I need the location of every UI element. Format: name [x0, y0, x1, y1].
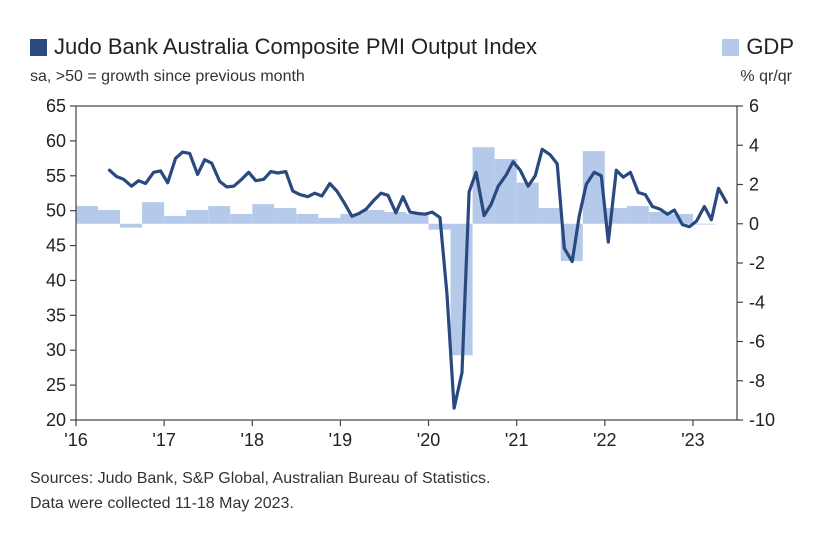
- gdp-bar: [274, 208, 297, 224]
- gdp-bar: [384, 211, 407, 224]
- plot-frame: [75, 105, 738, 421]
- legend-item-gdp: GDP: [722, 34, 794, 60]
- gdp-bar: [582, 151, 605, 224]
- right-axis-unit: % qr/qr: [740, 68, 792, 85]
- legend-swatch-pmi: [30, 38, 47, 56]
- gdp-bar: [318, 217, 341, 224]
- gdp-bar: [164, 215, 187, 224]
- right-tick-label: -4: [749, 292, 765, 312]
- right-tick-label: -6: [749, 332, 765, 352]
- x-tick-label: '23: [681, 430, 704, 450]
- x-tick-label: '22: [593, 430, 616, 450]
- gdp-bar: [142, 202, 165, 224]
- gdp-bar: [692, 223, 715, 225]
- left-tick-label: 25: [46, 375, 66, 395]
- right-tick-label: -10: [749, 410, 775, 430]
- chart-legend: Judo Bank Australia Composite PMI Output…: [30, 34, 794, 64]
- right-tick-label: 4: [749, 135, 759, 155]
- left-tick-label: 60: [46, 131, 66, 151]
- gdp-bar: [494, 158, 517, 224]
- chart-subtitle: sa, >50 = growth since previous month: [30, 68, 305, 85]
- collection-note: Data were collected 11-18 May 2023.: [30, 495, 294, 512]
- pmi-line: [107, 147, 728, 410]
- left-tick-label: 40: [46, 270, 66, 290]
- left-tick-label: 65: [46, 96, 66, 116]
- gdp-bar: [98, 210, 121, 224]
- gdp-bar: [296, 213, 319, 224]
- right-tick-label: -2: [749, 253, 765, 273]
- gdp-bar: [538, 208, 561, 224]
- x-tick-label: '16: [64, 430, 87, 450]
- x-tick-label: '21: [505, 430, 528, 450]
- left-tick-label: 35: [46, 305, 66, 325]
- right-axis: 6 4 2 0 -2 -4 -6 -8 -10: [737, 96, 775, 430]
- gdp-bar: [76, 206, 99, 224]
- legend-swatch-gdp: [722, 38, 740, 56]
- gdp-bar: [406, 213, 429, 224]
- legend-item-pmi: Judo Bank Australia Composite PMI Output…: [30, 34, 537, 60]
- legend-label-gdp: GDP: [746, 34, 794, 59]
- x-tick-label: '20: [417, 430, 440, 450]
- gdp-bar: [604, 208, 627, 224]
- x-tick-label: '19: [329, 430, 352, 450]
- gdp-bar: [252, 204, 275, 224]
- left-tick-label: 30: [46, 340, 66, 360]
- left-tick-label: 20: [46, 410, 66, 430]
- right-tick-label: 6: [749, 96, 759, 116]
- sources-note: Sources: Judo Bank, S&P Global, Australi…: [30, 470, 491, 487]
- right-tick-label: 2: [749, 175, 759, 195]
- gdp-bar: [230, 213, 253, 224]
- left-axis: 65 60 55 50 45 40 35 30 25 20: [46, 96, 76, 430]
- gdp-bars: [76, 147, 715, 356]
- gdp-bar: [450, 223, 473, 356]
- gdp-bar: [362, 210, 385, 224]
- left-tick-label: 50: [46, 201, 66, 221]
- left-tick-label: 45: [46, 236, 66, 256]
- x-tick-label: '17: [152, 430, 175, 450]
- right-tick-label: 0: [749, 214, 759, 234]
- gdp-bar: [516, 182, 539, 224]
- gdp-bar: [340, 213, 363, 224]
- gdp-bar: [648, 211, 671, 224]
- chart-footer: Sources: Judo Bank, S&P Global, Australi…: [30, 466, 490, 516]
- x-axis: '16 '17 '18 '19 '20 '21 '22 '23: [64, 420, 705, 450]
- gdp-bar: [670, 213, 693, 224]
- gdp-bar: [208, 206, 231, 224]
- gdp-bar: [626, 206, 649, 224]
- right-tick-label: -8: [749, 371, 765, 391]
- x-tick-label: '18: [241, 430, 264, 450]
- gdp-bar: [186, 210, 209, 224]
- left-tick-label: 55: [46, 166, 66, 186]
- gdp-bar: [120, 223, 143, 228]
- chart-title: Judo Bank Australia Composite PMI Output…: [54, 34, 538, 59]
